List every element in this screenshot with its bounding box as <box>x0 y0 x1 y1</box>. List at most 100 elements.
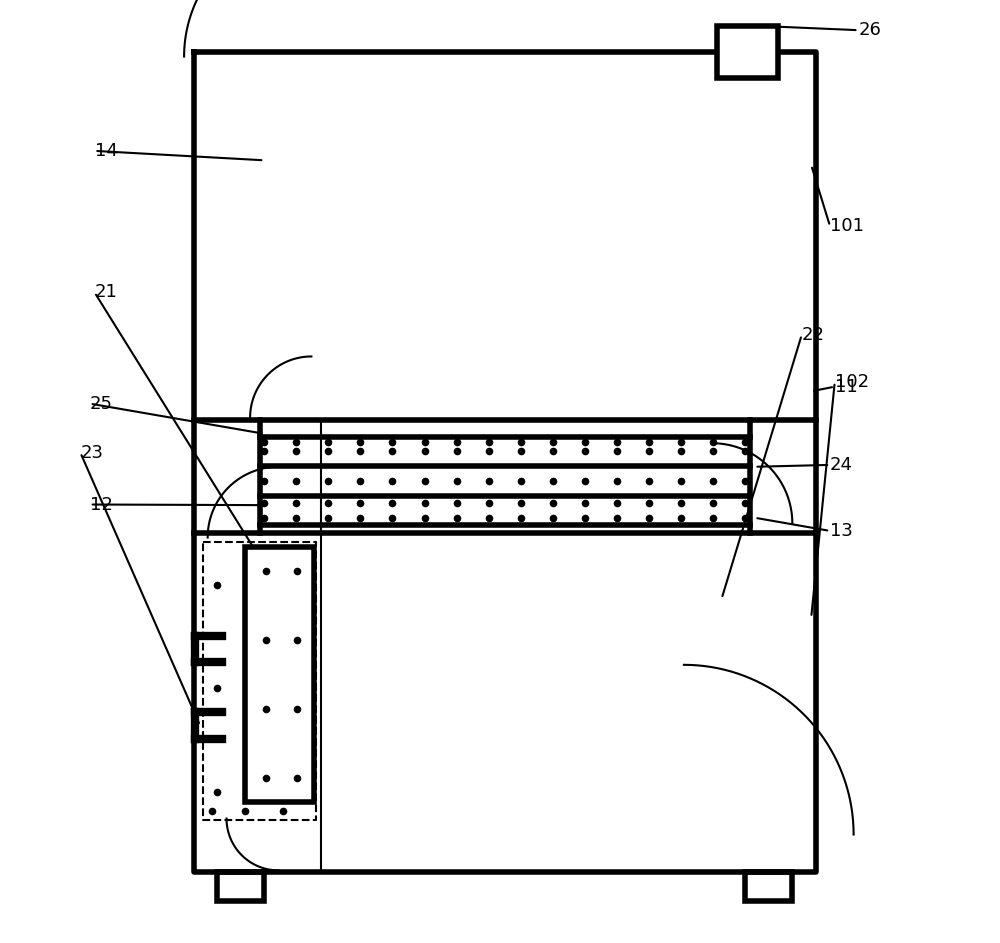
Point <box>545 510 561 525</box>
Point <box>513 473 529 488</box>
Point <box>673 510 689 525</box>
Point <box>641 444 657 459</box>
Point <box>258 563 274 578</box>
Point <box>705 444 721 459</box>
Point <box>352 473 368 488</box>
Text: 22: 22 <box>802 325 825 344</box>
Point <box>417 510 433 525</box>
Point <box>209 681 225 696</box>
Point <box>609 496 625 511</box>
Point <box>577 473 593 488</box>
Point <box>513 444 529 459</box>
Text: 24: 24 <box>830 455 853 474</box>
Point <box>209 785 225 800</box>
Point <box>289 702 305 717</box>
Bar <box>745 872 792 901</box>
Point <box>384 473 400 488</box>
Point <box>256 435 272 450</box>
Point <box>417 473 433 488</box>
Text: 14: 14 <box>95 141 117 160</box>
Point <box>258 632 274 647</box>
Point <box>673 496 689 511</box>
Point <box>417 496 433 511</box>
Bar <box>717 26 778 78</box>
Bar <box>217 872 264 901</box>
Point <box>481 435 497 450</box>
Point <box>481 496 497 511</box>
Point <box>289 770 305 786</box>
Point <box>737 510 753 525</box>
Point <box>673 444 689 459</box>
Text: 102: 102 <box>835 372 869 391</box>
Point <box>258 702 274 717</box>
Point <box>545 444 561 459</box>
Point <box>641 473 657 488</box>
Point <box>673 473 689 488</box>
Point <box>737 473 753 488</box>
Point <box>384 444 400 459</box>
Point <box>705 473 721 488</box>
Point <box>320 496 336 511</box>
Point <box>288 496 304 511</box>
Point <box>320 444 336 459</box>
Point <box>289 563 305 578</box>
Point <box>256 444 272 459</box>
Point <box>737 444 753 459</box>
Text: 21: 21 <box>95 283 117 302</box>
Point <box>209 577 225 592</box>
Point <box>545 496 561 511</box>
Point <box>352 435 368 450</box>
Point <box>384 435 400 450</box>
Point <box>705 510 721 525</box>
Point <box>384 510 400 525</box>
Point <box>288 435 304 450</box>
Text: 12: 12 <box>90 495 113 514</box>
Point <box>481 473 497 488</box>
Point <box>352 510 368 525</box>
Point <box>384 496 400 511</box>
Point <box>641 510 657 525</box>
Point <box>275 803 291 819</box>
Point <box>513 496 529 511</box>
Point <box>737 435 753 450</box>
Text: 11: 11 <box>835 377 858 396</box>
Point <box>705 435 721 450</box>
Bar <box>245 547 314 802</box>
Point <box>577 496 593 511</box>
Point <box>256 496 272 511</box>
Point <box>417 435 433 450</box>
Point <box>288 473 304 488</box>
Point <box>609 473 625 488</box>
Point <box>256 473 272 488</box>
Point <box>705 496 721 511</box>
Point <box>256 510 272 525</box>
Point <box>288 510 304 525</box>
Text: 13: 13 <box>830 521 853 540</box>
Point <box>449 510 465 525</box>
Point <box>320 473 336 488</box>
Point <box>320 435 336 450</box>
Point <box>204 803 220 819</box>
Point <box>320 510 336 525</box>
Point <box>609 444 625 459</box>
Point <box>449 444 465 459</box>
Point <box>513 510 529 525</box>
Point <box>641 435 657 450</box>
Point <box>449 496 465 511</box>
Point <box>288 444 304 459</box>
Point <box>449 473 465 488</box>
Point <box>577 510 593 525</box>
Point <box>577 435 593 450</box>
Text: 101: 101 <box>830 217 864 236</box>
Point <box>609 510 625 525</box>
Point <box>737 496 753 511</box>
Text: 25: 25 <box>90 394 113 413</box>
Point <box>449 435 465 450</box>
Point <box>481 444 497 459</box>
Point <box>481 510 497 525</box>
Point <box>289 632 305 647</box>
Point <box>513 435 529 450</box>
Text: 23: 23 <box>80 443 103 462</box>
Point <box>237 803 253 819</box>
Point <box>577 444 593 459</box>
